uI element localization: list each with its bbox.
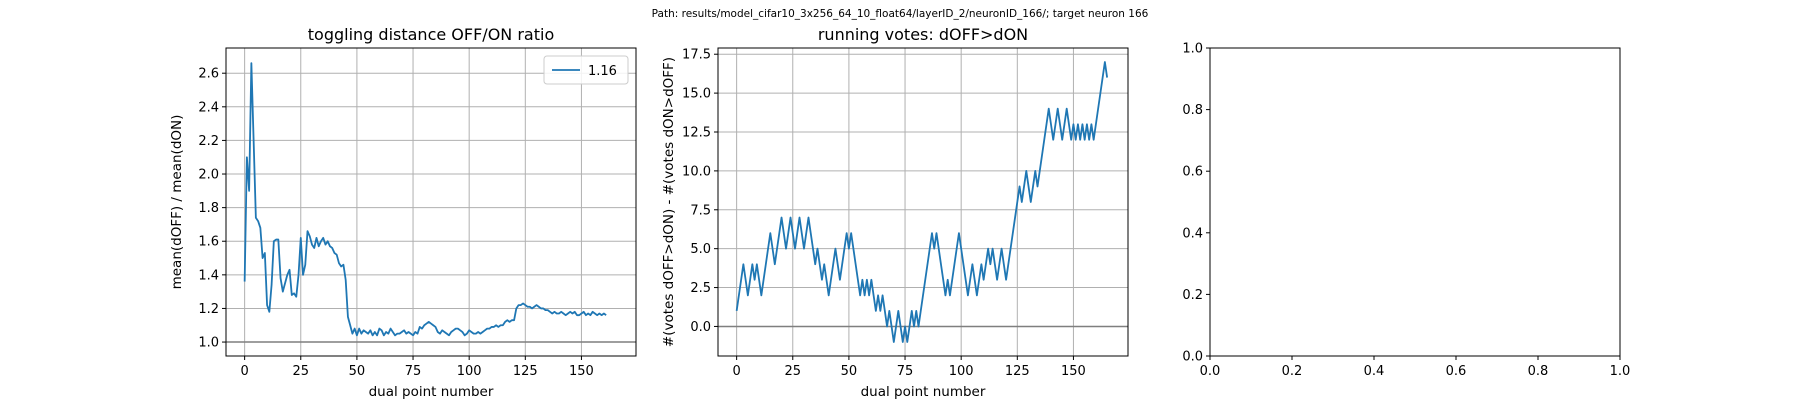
y-tick-label: 1.4: [198, 268, 219, 283]
chart-title: running votes: dOFF>dON: [818, 25, 1028, 44]
x-tick-label: 50: [841, 364, 858, 379]
x-tick-label: 100: [457, 364, 482, 379]
x-tick-label: 75: [405, 364, 422, 379]
y-tick-label: 0.0: [690, 320, 711, 335]
x-tick-label: 0.6: [1446, 364, 1467, 379]
suptitle: Path: results/model_cifar10_3x256_64_10_…: [652, 8, 1149, 20]
y-tick-label: 1.6: [198, 235, 219, 250]
x-tick-label: 0.0: [1200, 364, 1221, 379]
x-tick-label: 0.4: [1364, 364, 1385, 379]
y-tick-label: 0.2: [1182, 288, 1203, 303]
x-tick-label: 25: [292, 364, 309, 379]
legend-label: 1.16: [588, 64, 617, 79]
x-tick-label: 0.8: [1528, 364, 1549, 379]
y-tick-label: 5.0: [690, 242, 711, 257]
y-axis-label: #(votes dOFF>dON) - #(votes dON>dOFF): [661, 57, 677, 347]
y-axis-label: mean(dOFF) / mean(dON): [169, 115, 185, 290]
y-tick-label: 0.4: [1182, 226, 1203, 241]
y-tick-label: 1.0: [1182, 42, 1203, 57]
y-tick-label: 2.5: [690, 281, 711, 296]
y-tick-label: 2.2: [198, 134, 219, 149]
x-tick-label: 150: [1061, 364, 1086, 379]
y-tick-label: 1.0: [198, 336, 219, 351]
y-tick-label: 10.0: [682, 164, 711, 179]
x-axis-label: dual point number: [369, 384, 494, 400]
x-tick-label: 25: [784, 364, 801, 379]
chart-title: toggling distance OFF/ON ratio: [308, 25, 554, 44]
y-tick-label: 1.8: [198, 201, 219, 216]
x-tick-label: 0: [240, 364, 248, 379]
y-tick-label: 0.0: [1182, 350, 1203, 365]
y-tick-label: 7.5: [690, 203, 711, 218]
y-tick-label: 12.5: [682, 126, 711, 141]
x-tick-label: 75: [897, 364, 914, 379]
x-axis-label: dual point number: [861, 384, 986, 400]
x-tick-label: 50: [349, 364, 366, 379]
y-tick-label: 0.8: [1182, 103, 1203, 118]
y-tick-label: 2.4: [198, 100, 219, 115]
x-tick-label: 0: [732, 364, 740, 379]
x-tick-label: 1.0: [1610, 364, 1631, 379]
y-tick-label: 15.0: [682, 87, 711, 102]
x-tick-label: 125: [513, 364, 538, 379]
y-tick-label: 0.6: [1182, 165, 1203, 180]
y-tick-label: 2.0: [198, 168, 219, 183]
x-tick-label: 100: [949, 364, 974, 379]
y-tick-label: 17.5: [682, 48, 711, 63]
x-tick-label: 150: [569, 364, 594, 379]
y-tick-label: 1.2: [198, 302, 219, 317]
y-tick-label: 2.6: [198, 67, 219, 82]
x-tick-label: 125: [1005, 364, 1030, 379]
x-tick-label: 0.2: [1282, 364, 1303, 379]
